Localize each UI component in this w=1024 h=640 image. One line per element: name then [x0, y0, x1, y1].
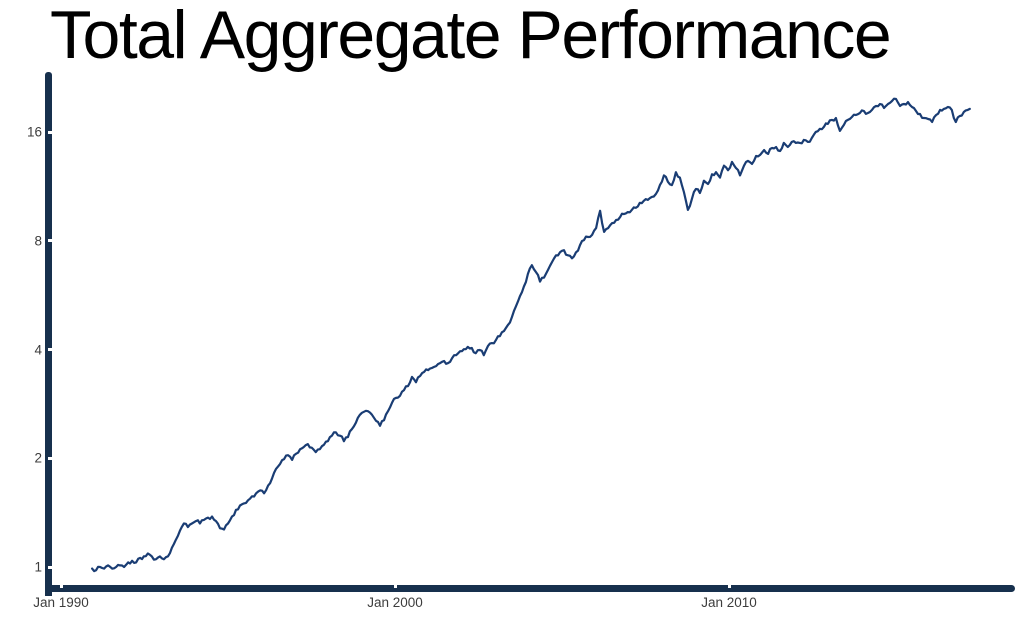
x-tick-label: Jan 2010: [701, 595, 757, 610]
y-tick-mark: [48, 348, 52, 352]
y-tick-mark: [48, 130, 52, 134]
y-axis-line: [45, 72, 52, 596]
y-tick-mark: [48, 565, 52, 569]
y-tick-label: 16: [26, 124, 42, 140]
x-tick-mark: [727, 585, 731, 588]
x-tick-label: Jan 1990: [33, 595, 89, 610]
chart-title: Total Aggregate Performance: [50, 0, 892, 73]
y-tick-label: 2: [34, 450, 42, 466]
performance-line-path: [91, 97, 971, 573]
x-axis-line: [45, 585, 1015, 592]
y-tick-label: 1: [34, 559, 42, 575]
y-tick-mark: [48, 239, 52, 243]
x-tick-mark: [393, 585, 397, 588]
y-tick-label: 4: [34, 342, 42, 358]
y-tick-mark: [48, 456, 52, 460]
y-tick-label: 8: [34, 233, 42, 249]
x-tick-mark: [59, 585, 63, 588]
x-tick-label: Jan 2000: [367, 595, 423, 610]
